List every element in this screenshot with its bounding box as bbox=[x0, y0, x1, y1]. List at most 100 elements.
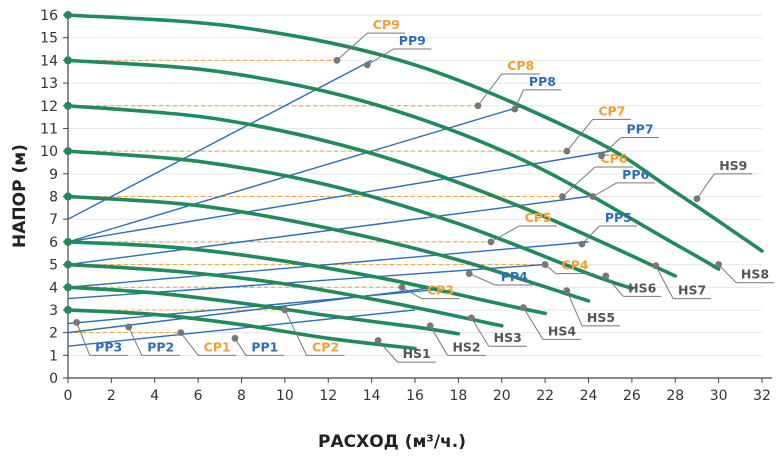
hs-label-hs7: HS7 bbox=[678, 283, 706, 298]
leader-line bbox=[544, 264, 557, 275]
cp-label-cp2: CP2 bbox=[312, 339, 339, 354]
x-tick-label: 6 bbox=[194, 388, 203, 404]
pp-label-pp7: PP7 bbox=[627, 122, 654, 137]
y-axis-label: НАПОР (м) bbox=[10, 144, 30, 248]
pp-label-pp1: PP1 bbox=[251, 339, 278, 354]
leader-line bbox=[655, 265, 674, 299]
leader-line bbox=[128, 326, 143, 356]
y-tick-label: 13 bbox=[40, 76, 58, 92]
pp-label-pp4: PP4 bbox=[501, 269, 528, 284]
leader-line bbox=[180, 332, 199, 356]
y-tick-label: 6 bbox=[49, 235, 58, 251]
pump-curve-hs5 bbox=[66, 194, 591, 303]
pp-label-pp5: PP5 bbox=[605, 210, 632, 225]
pump-curve-hs3 bbox=[66, 262, 504, 328]
pump-curve-start-dot bbox=[64, 101, 72, 110]
system-curve-pp7 bbox=[67, 150, 611, 243]
leader-line bbox=[718, 264, 737, 284]
pump-curve-start-dot bbox=[64, 11, 72, 19]
pp-label-pp6: PP6 bbox=[622, 167, 649, 182]
x-axis-label: РАСХОД (м³/ч.) bbox=[318, 432, 466, 452]
y-tick-label: 11 bbox=[40, 121, 58, 137]
pump-curve-hs9 bbox=[66, 13, 764, 253]
pump-curve-start-dot bbox=[64, 192, 72, 201]
y-tick-label: 16 bbox=[40, 8, 58, 24]
leader-line bbox=[336, 32, 368, 61]
leader-line bbox=[76, 322, 91, 356]
leader-line bbox=[470, 317, 490, 347]
hs-label-hs8: HS8 bbox=[741, 267, 769, 282]
hs-label-hs4: HS4 bbox=[548, 323, 576, 338]
pump-curve-start-dot bbox=[64, 237, 72, 246]
cp-label-cp7: CP7 bbox=[598, 103, 625, 118]
cp-label-cp3: CP3 bbox=[427, 283, 454, 298]
hs-label-hs5: HS5 bbox=[587, 310, 615, 325]
y-tick-label: 5 bbox=[49, 258, 58, 274]
leader-line bbox=[401, 286, 422, 300]
pump-curve-hs8 bbox=[66, 58, 721, 271]
leader-line bbox=[490, 225, 520, 243]
leader-line bbox=[469, 273, 496, 286]
pump-curve-hs4 bbox=[66, 240, 547, 316]
x-tick-label: 26 bbox=[623, 388, 641, 404]
x-tick-label: 0 bbox=[64, 388, 73, 404]
y-tick-label: 9 bbox=[49, 167, 58, 183]
pp-label-pp8: PP8 bbox=[529, 74, 556, 89]
y-tick-label: 14 bbox=[40, 53, 58, 69]
y-tick-label: 15 bbox=[40, 31, 58, 47]
pp-label-pp9: PP9 bbox=[399, 33, 426, 48]
leader-line bbox=[696, 173, 715, 200]
x-tick-label: 4 bbox=[150, 388, 159, 404]
pump-curve-start-dot bbox=[64, 260, 72, 269]
leader-line bbox=[514, 89, 524, 110]
leader-line bbox=[477, 73, 503, 107]
leader-line bbox=[234, 338, 247, 356]
leader-line bbox=[566, 290, 583, 327]
pump-marker bbox=[652, 262, 660, 270]
y-tick-label: 1 bbox=[49, 348, 58, 364]
pp-label-pp2: PP2 bbox=[147, 339, 174, 354]
pump-curve-hs2 bbox=[66, 285, 461, 336]
cp-label-cp8: CP8 bbox=[507, 58, 534, 73]
x-tick-label: 16 bbox=[406, 388, 424, 404]
leader-line bbox=[377, 340, 399, 363]
y-tick-label: 2 bbox=[49, 326, 58, 342]
cp-label-cp1: CP1 bbox=[204, 339, 231, 354]
hs-label-hs9: HS9 bbox=[719, 158, 747, 173]
y-tick-label: 8 bbox=[49, 190, 58, 206]
system-curve-pp3 bbox=[67, 288, 437, 325]
pump-curve-start-dot bbox=[64, 305, 72, 314]
x-tick-label: 20 bbox=[493, 388, 511, 404]
pump-curve-hs7 bbox=[66, 103, 678, 278]
y-tick-label: 7 bbox=[49, 212, 58, 228]
leader-line bbox=[523, 307, 544, 340]
pump-curve-start-dot bbox=[64, 56, 72, 65]
pump-curve-start-dot bbox=[64, 147, 72, 156]
hs-label-hs2: HS2 bbox=[452, 339, 480, 354]
leader-line bbox=[605, 275, 624, 297]
x-tick-label: 24 bbox=[580, 388, 598, 404]
cp-label-cp4: CP4 bbox=[561, 258, 588, 273]
leader-line bbox=[601, 137, 622, 157]
cp-label-cp5: CP5 bbox=[525, 210, 552, 225]
leader-line bbox=[367, 48, 394, 66]
leader-line bbox=[562, 166, 596, 197]
system-curve-pp9 bbox=[67, 59, 372, 220]
system-curve-pp1 bbox=[67, 309, 416, 347]
x-tick-label: 28 bbox=[666, 388, 684, 404]
hs-label-hs1: HS1 bbox=[403, 346, 431, 361]
x-tick-label: 32 bbox=[753, 388, 771, 404]
y-tick-label: 10 bbox=[40, 144, 58, 160]
system-curve-pp5 bbox=[67, 241, 589, 288]
pump-curve-hs1 bbox=[66, 308, 417, 351]
y-tick-label: 0 bbox=[49, 371, 58, 387]
x-tick-label: 22 bbox=[536, 388, 554, 404]
leader-line bbox=[429, 325, 448, 356]
x-tick-label: 8 bbox=[237, 388, 246, 404]
y-tick-label: 4 bbox=[49, 280, 58, 296]
x-tick-label: 14 bbox=[363, 388, 381, 404]
x-tick-label: 30 bbox=[710, 388, 728, 404]
pump-curve-start-dot bbox=[64, 283, 72, 292]
x-tick-label: 12 bbox=[319, 388, 337, 404]
